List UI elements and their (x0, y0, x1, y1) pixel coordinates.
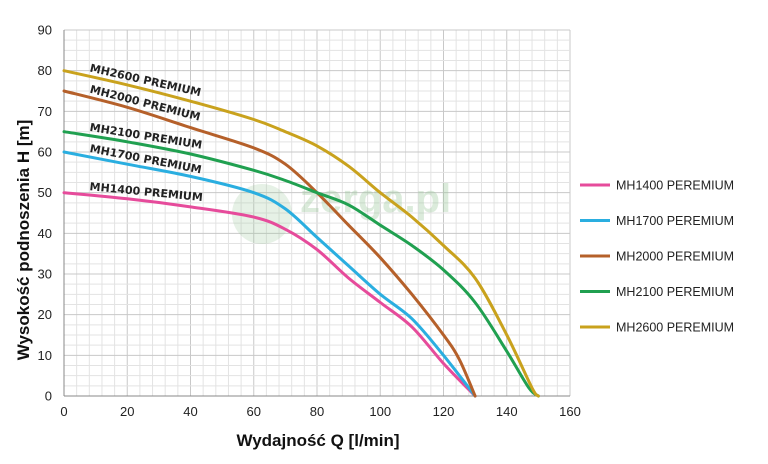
watermark-logo (232, 184, 292, 244)
x-axis-title: Wydajność Q [l/min] (236, 431, 399, 450)
legend-label-3: MH2000 PEREMIUM (616, 250, 734, 264)
y-axis-title: Wysokość podnoszenia H [m] (14, 120, 33, 361)
series-line-5 (62, 69, 540, 398)
x-tick-label: 40 (183, 404, 197, 419)
y-tick-label: 70 (38, 104, 52, 119)
legend-label-1: MH1400 PEREMIUM (616, 179, 734, 193)
y-tick-label: 30 (38, 267, 52, 282)
watermark: zerga.pl (232, 177, 451, 244)
series-line-4 (62, 130, 540, 398)
grid (63, 29, 571, 397)
y-tick-label: 60 (38, 145, 52, 160)
y-tick-label: 90 (38, 23, 52, 38)
y-tick-label: 0 (45, 389, 52, 404)
series-line-1 (62, 191, 477, 398)
x-tick-label: 100 (369, 404, 391, 419)
y-tick-label: 40 (38, 226, 52, 241)
legend: MH1400 PEREMIUM MH1700 PEREMIUM MH2000 PER… (580, 179, 734, 335)
series-line-3 (62, 89, 477, 398)
x-tick-label: 140 (496, 404, 518, 419)
legend-label-5: MH2600 PEREMIUM (616, 321, 734, 335)
y-tick-label: 10 (38, 348, 52, 363)
y-tick-label: 80 (38, 63, 52, 78)
legend-label-2: MH1700 PEREMIUM (616, 214, 734, 228)
legend-label-4: MH2100 PEREMIUM (616, 285, 734, 299)
y-tick-label: 20 (38, 307, 52, 322)
x-tick-label: 120 (433, 404, 455, 419)
x-tick-label: 0 (60, 404, 67, 419)
y-tick-label: 50 (38, 185, 52, 200)
x-tick-label: 80 (310, 404, 324, 419)
series-line-2 (62, 150, 477, 398)
series-lines (62, 69, 540, 398)
x-tick-label: 20 (120, 404, 134, 419)
x-tick-label: 160 (559, 404, 581, 419)
x-tick-label: 60 (247, 404, 261, 419)
axes: 0 20 40 60 80 100 120 140 160 0 10 20 30 40 50 60 70 80 90 (38, 23, 581, 420)
